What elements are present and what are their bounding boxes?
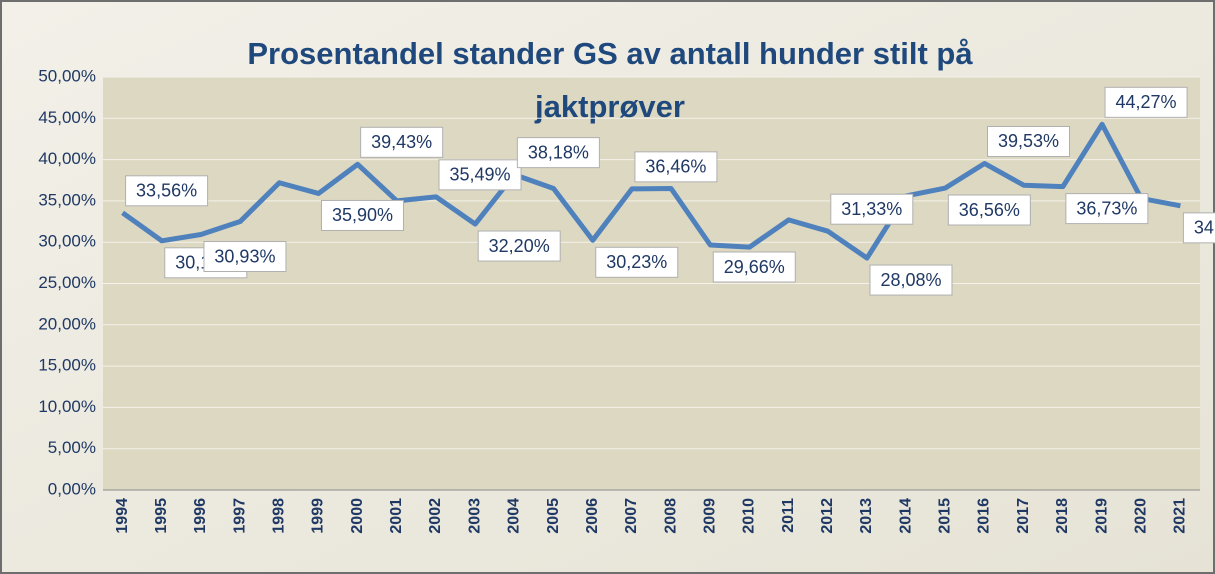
data-label: 34,40% [1182, 212, 1215, 244]
x-tick-label: 2017 [1015, 498, 1032, 534]
data-label-text: 30,93% [214, 246, 275, 266]
x-tick-label: 2013 [858, 498, 875, 534]
data-label-text: 35,49% [449, 165, 510, 185]
data-label-text: 39,43% [371, 132, 432, 152]
x-tick-label: 2005 [545, 498, 562, 534]
y-tick-label: 40,00% [38, 149, 96, 168]
x-tick-label: 2018 [1054, 498, 1071, 534]
data-label-text: 36,73% [1076, 198, 1137, 218]
data-label: 35,49% [438, 159, 522, 191]
x-tick-label: 2015 [937, 498, 954, 534]
x-tick-label: 2012 [819, 498, 836, 534]
data-label: 28,08% [869, 264, 953, 296]
x-tick-label: 2003 [466, 498, 483, 534]
data-label: 36,56% [947, 194, 1031, 226]
y-tick-label: 45,00% [38, 108, 96, 127]
data-label-box [203, 241, 287, 273]
x-tick-label: 2007 [623, 498, 640, 534]
data-label: 36,73% [1065, 193, 1149, 225]
data-label: 39,43% [360, 126, 444, 158]
x-tick-label: 2019 [1093, 498, 1110, 534]
data-label-box [1104, 86, 1188, 118]
data-label-text: 35,90% [332, 205, 393, 225]
data-label-box [830, 193, 914, 225]
data-label-text: 31,33% [841, 199, 902, 219]
data-label: 36,46% [634, 151, 718, 183]
x-tick-label: 1995 [153, 498, 170, 534]
data-label-text: 32,20% [489, 236, 550, 256]
x-tick-label: 1998 [271, 498, 288, 534]
data-label-box [634, 151, 718, 183]
data-label-text: 33,56% [136, 181, 197, 201]
data-label-box [595, 246, 679, 278]
data-label-box [987, 125, 1071, 157]
data-label-box [320, 199, 404, 231]
data-label-box [516, 137, 600, 169]
y-tick-label: 35,00% [38, 190, 96, 209]
data-line [121, 121, 1181, 261]
data-label-text: 29,66% [724, 257, 785, 277]
data-label-box [869, 264, 953, 296]
data-label: 33,56% [125, 175, 209, 207]
data-label-box [1182, 212, 1215, 244]
y-tick-label: 20,00% [38, 314, 96, 333]
data-label: 44,27% [1104, 86, 1188, 118]
y-tick-label: 30,00% [38, 232, 96, 251]
data-label-box [1065, 193, 1149, 225]
x-tick-label: 2006 [584, 498, 601, 534]
data-label-text: 39,53% [998, 131, 1059, 151]
y-tick-label: 15,00% [38, 356, 96, 375]
data-label-box [360, 126, 444, 158]
data-label-text: 44,27% [1116, 92, 1177, 112]
y-tick-label: 10,00% [38, 397, 96, 416]
x-tick-label: 2004 [506, 498, 523, 534]
data-label-text: 38,18% [528, 142, 589, 162]
x-tick-label: 2016 [976, 498, 993, 534]
data-label: 29,66% [712, 251, 796, 283]
data-label-box [125, 175, 209, 207]
x-tick-label: 1996 [192, 498, 209, 534]
x-tick-label: 1999 [310, 498, 327, 534]
data-label: 35,90% [320, 199, 404, 231]
x-tick-label: 2010 [741, 498, 758, 534]
y-tick-label: 0,00% [48, 479, 96, 498]
x-tick-label: 2014 [897, 498, 914, 534]
data-label-box [438, 159, 522, 191]
y-tick-label: 5,00% [48, 438, 96, 457]
data-label: 39,53% [987, 125, 1071, 157]
y-tick-label: 25,00% [38, 273, 96, 292]
chart-title: jaktprøver [534, 89, 685, 124]
x-tick-label: 2021 [1172, 498, 1189, 534]
y-tick-label: 50,00% [38, 66, 96, 85]
data-label-text: 36,46% [645, 157, 706, 177]
x-tick-label: 2008 [662, 498, 679, 534]
data-label: 30,93% [203, 241, 287, 273]
x-tick-label: 2001 [388, 498, 405, 534]
data-label-text: 36,56% [959, 200, 1020, 220]
data-label-box [477, 230, 561, 262]
x-tick-label: 2000 [349, 498, 366, 534]
x-tick-label: 2002 [427, 498, 444, 534]
data-label: 30,23% [595, 246, 679, 278]
data-label: 38,18% [516, 137, 600, 169]
data-label: 32,20% [477, 230, 561, 262]
x-tick-label: 2011 [780, 498, 797, 533]
data-label-text: 30,23% [606, 252, 667, 272]
x-tick-label: 1997 [231, 498, 248, 534]
x-tick-label: 1994 [114, 498, 131, 534]
data-label-box [947, 194, 1031, 226]
data-label-box [712, 251, 796, 283]
data-label: 31,33% [830, 193, 914, 225]
x-tick-label: 2009 [701, 498, 718, 534]
chart-title: Prosentandel stander GS av antall hunder… [247, 36, 973, 71]
data-label-text: 34,40% [1194, 218, 1215, 238]
data-label-text: 28,08% [880, 270, 941, 290]
x-tick-label: 2020 [1132, 498, 1149, 534]
